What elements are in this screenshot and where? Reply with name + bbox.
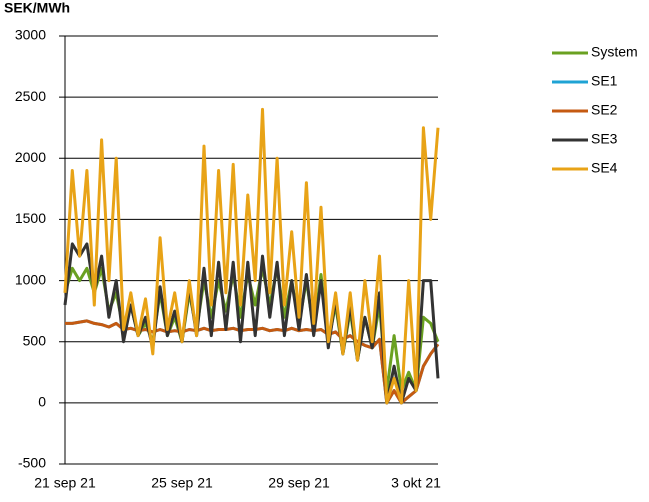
y-tick-label: 3000: [15, 27, 46, 43]
x-tick-label: 21 sep 21: [34, 475, 96, 491]
series-line: [63, 242, 440, 405]
y-tick-label: 0: [38, 394, 46, 410]
x-tick-label: 3 okt 21: [391, 475, 441, 491]
y-tick-label: 500: [23, 332, 47, 348]
x-tick-label: 29 sep 21: [268, 475, 330, 491]
y-tick-label: 1500: [15, 210, 46, 226]
legend-label: SE2: [591, 102, 618, 118]
y-axis-label: SEK/MWh: [4, 0, 70, 16]
legend-label: System: [591, 44, 638, 60]
legend-label: SE1: [591, 73, 618, 89]
legend-label: SE3: [591, 131, 618, 147]
series-line: [63, 107, 440, 405]
x-tick-label: 25 sep 21: [151, 475, 213, 491]
y-tick-label: 2500: [15, 88, 46, 104]
y-tick-label: 1000: [15, 271, 46, 287]
y-tick-label: 2000: [15, 149, 46, 165]
y-tick-label: -500: [18, 455, 46, 471]
legend-label: SE4: [591, 160, 618, 176]
